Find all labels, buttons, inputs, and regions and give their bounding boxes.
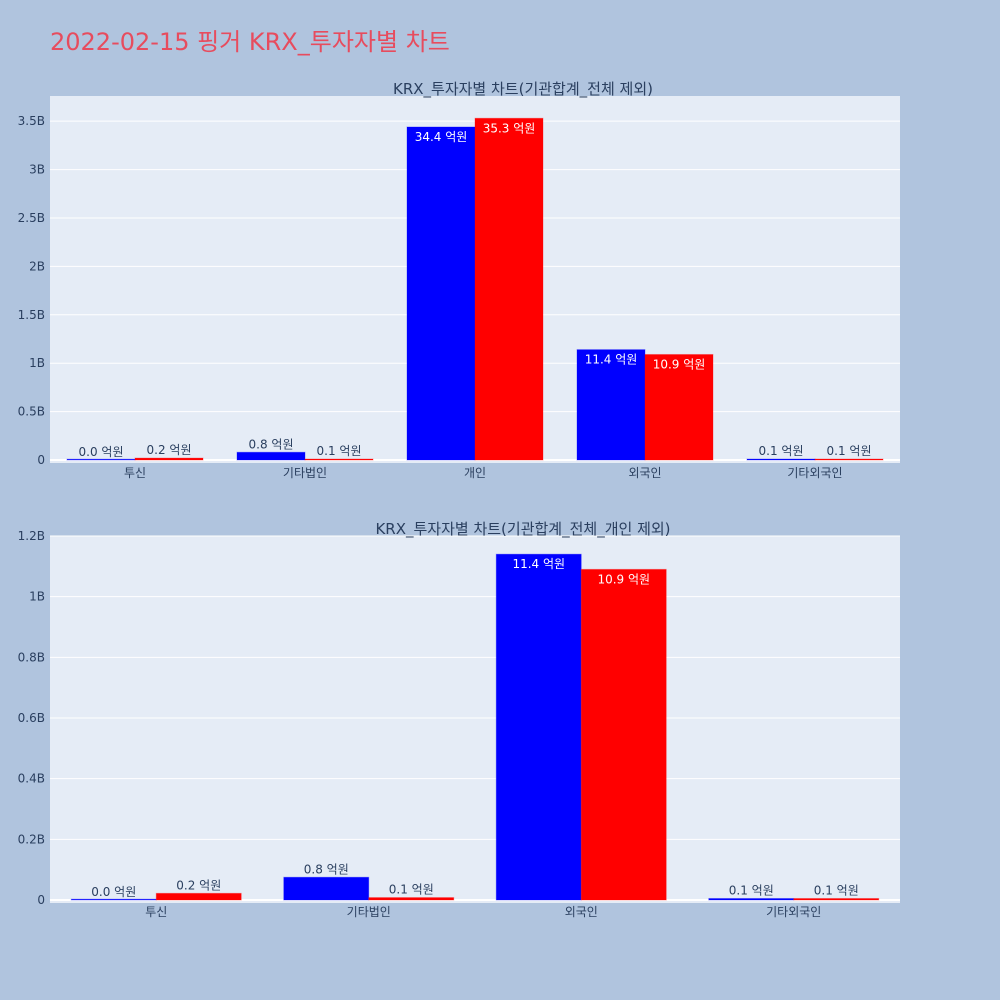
- bar: [236, 451, 306, 461]
- y-tick-label: 0: [37, 893, 45, 907]
- data-label: 11.4 억원: [585, 353, 638, 367]
- y-tick-label: 3.5B: [18, 114, 45, 128]
- bar: [644, 353, 714, 461]
- x-tick-label: 외국인: [565, 905, 598, 919]
- data-label: 0.8 억원: [249, 437, 294, 451]
- y-tick-label: 0.4B: [18, 772, 45, 786]
- x-tick-label: 개인: [464, 466, 486, 480]
- data-label: 34.4 억원: [415, 130, 468, 144]
- data-label: 0.2 억원: [176, 878, 221, 892]
- data-label: 35.3 억원: [483, 121, 536, 135]
- x-tick-label: 기타법인: [283, 466, 327, 480]
- page-title: 2022-02-15 핑거 KRX_투자자별 차트: [50, 28, 450, 56]
- y-tick-label: 0.2B: [18, 832, 45, 846]
- bar: [814, 458, 884, 461]
- x-tick-label: 기타법인: [347, 905, 391, 919]
- data-label: 0.1 억원: [759, 444, 804, 458]
- bar: [793, 897, 880, 901]
- data-label: 0.1 억원: [729, 883, 774, 897]
- y-tick-label: 3B: [29, 163, 45, 177]
- x-tick-label: 외국인: [628, 466, 661, 480]
- y-tick-label: 2.5B: [18, 211, 45, 225]
- bar: [283, 876, 370, 901]
- y-tick-label: 0: [37, 453, 45, 467]
- bar: [155, 892, 242, 901]
- bar: [134, 457, 204, 461]
- bar: [70, 898, 157, 901]
- data-label: 0.1 억원: [389, 883, 434, 897]
- bar: [580, 568, 667, 901]
- y-tick-label: 1B: [29, 356, 45, 370]
- data-label: 0.1 억원: [827, 444, 872, 458]
- bar: [406, 126, 476, 461]
- data-label: 11.4 억원: [512, 557, 565, 571]
- bar: [474, 117, 544, 461]
- y-tick-label: 0.6B: [18, 711, 45, 725]
- x-tick-label: 기타외국인: [787, 466, 842, 480]
- y-tick-label: 1.2B: [18, 529, 45, 543]
- data-label: 0.0 억원: [79, 445, 124, 459]
- bar: [66, 458, 136, 461]
- data-label: 10.9 억원: [653, 357, 706, 371]
- data-label: 0.0 억원: [91, 885, 136, 899]
- y-tick-label: 1B: [29, 590, 45, 604]
- plot-area-1: [50, 536, 900, 903]
- bar: [304, 458, 374, 461]
- data-label: 0.8 억원: [304, 862, 349, 876]
- y-tick-label: 2B: [29, 259, 45, 273]
- y-tick-label: 0.8B: [18, 650, 45, 664]
- data-label: 0.1 억원: [317, 444, 362, 458]
- x-tick-label: 투신: [124, 466, 146, 480]
- data-label: 0.2 억원: [147, 443, 192, 457]
- y-tick-label: 1.5B: [18, 308, 45, 322]
- bar: [746, 458, 816, 461]
- data-label: 0.1 억원: [814, 883, 859, 897]
- y-tick-label: 0.5B: [18, 405, 45, 419]
- data-label: 10.9 억원: [597, 572, 650, 586]
- x-tick-label: 투신: [145, 905, 167, 919]
- bar: [368, 897, 455, 901]
- bar: [495, 553, 582, 901]
- chart-title: KRX_투자자별 차트(기관합계_전체_개인 제외): [375, 520, 670, 539]
- x-tick-label: 기타외국인: [766, 905, 821, 919]
- chart-title: KRX_투자자별 차트(기관합계_전체 제외): [393, 80, 653, 99]
- bar: [708, 897, 795, 901]
